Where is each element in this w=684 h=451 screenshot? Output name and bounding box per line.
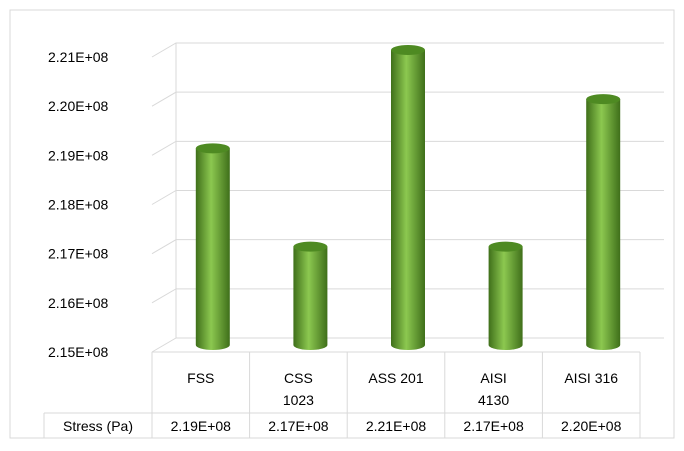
data-table-value: 2.19E+08 bbox=[171, 418, 232, 434]
x-tick-label: CSS bbox=[284, 370, 313, 386]
bar-top bbox=[293, 241, 328, 252]
y-tick-label: 2.16E+08 bbox=[48, 295, 109, 311]
data-table-value: 2.21E+08 bbox=[366, 418, 427, 434]
y-tick-label: 2.17E+08 bbox=[48, 246, 109, 262]
bar bbox=[195, 143, 230, 350]
bar-top bbox=[488, 241, 523, 252]
series-name: Stress (Pa) bbox=[63, 418, 133, 434]
bar-body bbox=[586, 99, 621, 351]
bar-body bbox=[293, 246, 328, 350]
bar bbox=[293, 241, 328, 350]
bar bbox=[391, 45, 425, 350]
x-tick-label: AISI bbox=[480, 370, 506, 386]
data-table-value: 2.17E+08 bbox=[268, 418, 329, 434]
y-tick-label: 2.15E+08 bbox=[48, 344, 109, 360]
bar-body bbox=[195, 148, 230, 350]
bar-top bbox=[391, 45, 425, 55]
y-tick-label: 2.21E+08 bbox=[48, 49, 109, 65]
bar-body bbox=[488, 246, 523, 350]
data-table-value: 2.17E+08 bbox=[463, 418, 524, 434]
bar-body bbox=[391, 50, 425, 350]
y-tick-label: 2.19E+08 bbox=[48, 147, 109, 163]
bar-top bbox=[195, 143, 230, 154]
bar-top bbox=[586, 94, 621, 105]
x-tick-label: ASS 201 bbox=[368, 370, 423, 386]
x-tick-label: FSS bbox=[187, 370, 214, 386]
y-tick-label: 2.20E+08 bbox=[48, 98, 109, 114]
bar bbox=[488, 241, 523, 350]
x-tick-label: 4130 bbox=[478, 392, 509, 408]
x-tick-label: 1023 bbox=[283, 392, 314, 408]
bar bbox=[586, 94, 621, 351]
chart-border bbox=[9, 9, 675, 439]
x-tick-label: AISI 316 bbox=[564, 370, 618, 386]
data-table-value: 2.20E+08 bbox=[561, 418, 622, 434]
y-tick-label: 2.18E+08 bbox=[48, 197, 109, 213]
